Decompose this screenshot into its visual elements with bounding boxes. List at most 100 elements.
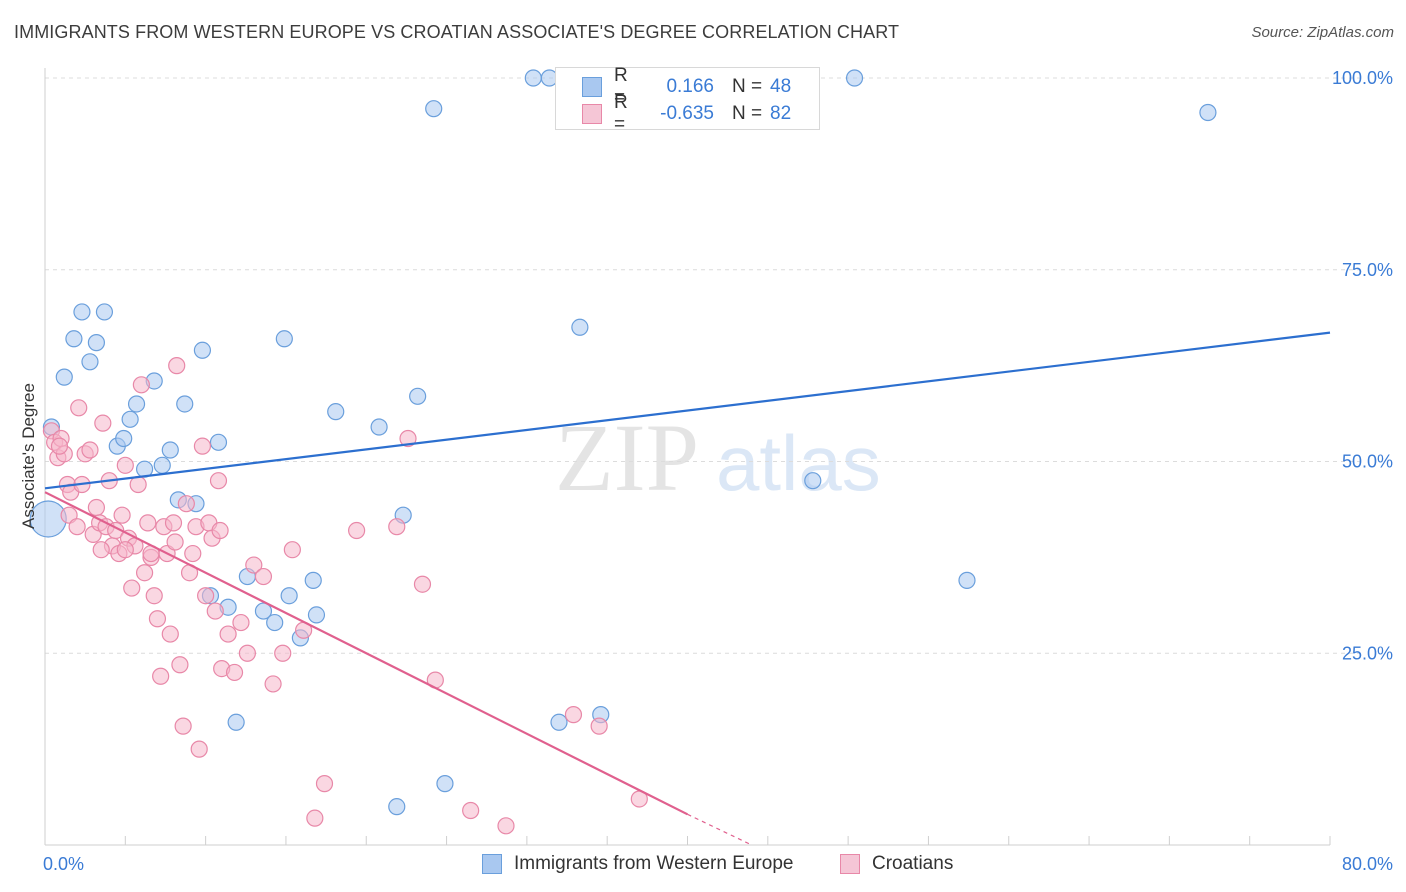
western-europe-point — [1199, 103, 1217, 122]
croatian-point — [92, 541, 110, 559]
western-europe-point — [127, 395, 146, 413]
croatian-point — [206, 602, 224, 620]
croatian-point — [209, 472, 228, 490]
croatian-point — [238, 644, 256, 662]
y-tick-label: 25.0% — [1342, 643, 1393, 663]
croatian-point — [166, 533, 184, 551]
western-europe-point — [307, 606, 326, 624]
axis-layer — [44, 68, 1331, 846]
x-tick-label: 0.0% — [43, 854, 84, 874]
croatian-point — [113, 506, 131, 524]
legend-n-label: N = — [732, 76, 763, 97]
croatian-point — [232, 613, 250, 632]
western-europe-point — [227, 713, 245, 731]
croatian-point — [132, 376, 150, 394]
croatian-point — [184, 544, 202, 563]
croatian-point — [497, 817, 515, 835]
western-europe-point — [95, 303, 114, 321]
legend-r-label: R = — [614, 92, 628, 135]
croatian-point — [590, 717, 608, 735]
croatian-point — [123, 579, 141, 597]
grid-layer — [45, 77, 1360, 654]
croatian-point — [161, 625, 179, 643]
bottom-legend-label: Immigrants from Western Europe — [514, 853, 794, 874]
y-tick-label: 75.0% — [1342, 260, 1393, 280]
legend-r-value: 0.166 — [666, 76, 714, 97]
croatian-point — [245, 556, 263, 574]
legend-n-value: 48 — [770, 76, 792, 97]
chart-title: IMMIGRANTS FROM WESTERN EUROPE VS CROATI… — [14, 22, 900, 42]
western-europe-point — [409, 387, 427, 405]
croatian-point — [145, 587, 163, 605]
western-europe-point — [266, 613, 284, 632]
croatian-point — [462, 801, 480, 820]
bottom-legend-label: Croatians — [872, 853, 954, 874]
croatian-point — [164, 514, 183, 532]
croatian-point — [348, 521, 366, 540]
bottom-legend-swatch-pink — [840, 854, 860, 874]
legend-n-value: 82 — [770, 103, 792, 124]
croatian-point — [148, 610, 167, 628]
croatian-point — [50, 437, 69, 455]
bottom-legend-western-europe: Immigrants from Western Europe — [482, 851, 793, 877]
western-europe-point — [73, 303, 91, 321]
western-europe-point — [304, 571, 322, 589]
bottom-legend-swatch-blue — [482, 854, 502, 874]
x-tick-label: 80.0% — [1342, 854, 1393, 874]
croatian-point — [388, 518, 406, 536]
western-europe-point — [370, 418, 388, 436]
legend-row-western-europe: R = 0.166 N = 48 — [582, 65, 792, 108]
points-layer — [29, 69, 1217, 835]
western-europe-point — [176, 395, 194, 413]
western-europe-point — [958, 571, 976, 589]
croatian-point — [193, 437, 212, 455]
bottom-legend-croatians: Croatians — [840, 851, 953, 877]
y-tick-label: 50.0% — [1342, 452, 1393, 472]
label-layer: 25.0% 50.0% 75.0% 100.0% 0.0% 80.0% — [43, 68, 1393, 874]
y-axis-title: Associate's Degree — [19, 383, 38, 529]
croatian-point — [174, 717, 192, 735]
croatian-point — [219, 625, 237, 643]
croatian-point — [399, 429, 417, 448]
croatian-point — [81, 441, 99, 459]
croatian-point — [152, 667, 170, 685]
western-europe-point — [804, 472, 822, 490]
legend-r-label: R = — [614, 65, 628, 108]
croatian-point — [94, 414, 112, 432]
croatian-point — [129, 475, 147, 494]
croatian-point — [168, 357, 186, 375]
croatian-point — [171, 656, 189, 674]
western-europe-point — [153, 456, 171, 474]
croatian-point — [197, 587, 215, 605]
croatian-point — [116, 456, 134, 474]
croatian-point — [68, 518, 86, 536]
western-europe-point — [87, 334, 106, 352]
croatian-point — [274, 644, 292, 662]
western-europe-point — [550, 713, 568, 731]
western-europe-point — [193, 341, 212, 359]
legend-r-value: -0.635 — [660, 103, 714, 124]
western-europe-point — [65, 330, 83, 348]
source-label: Source: ZipAtlas.com — [1251, 24, 1394, 41]
western-europe-point — [115, 429, 133, 448]
croatian-point — [254, 567, 273, 586]
croatian-trend-extension — [687, 813, 753, 846]
croatian-point — [283, 541, 301, 559]
watermark-atlas: atlas — [716, 419, 881, 507]
croatian-trend-line — [44, 491, 688, 816]
western-europe-point — [55, 368, 73, 386]
croatian-point — [564, 706, 583, 724]
y-tick-label: 100.0% — [1332, 68, 1393, 88]
croatian-point — [190, 740, 208, 758]
croatian-point — [225, 663, 244, 682]
stats-legend: R = 0.166 N = 48 R = -0.635 N = 82 — [555, 65, 820, 135]
croatian-point — [306, 809, 324, 827]
western-europe-point — [81, 353, 99, 371]
western-europe-point — [845, 69, 864, 87]
croatian-point — [70, 399, 88, 417]
croatian-point — [177, 495, 195, 513]
croatian-point — [315, 775, 334, 793]
croatian-point — [116, 541, 134, 559]
western-europe-point — [121, 410, 139, 428]
